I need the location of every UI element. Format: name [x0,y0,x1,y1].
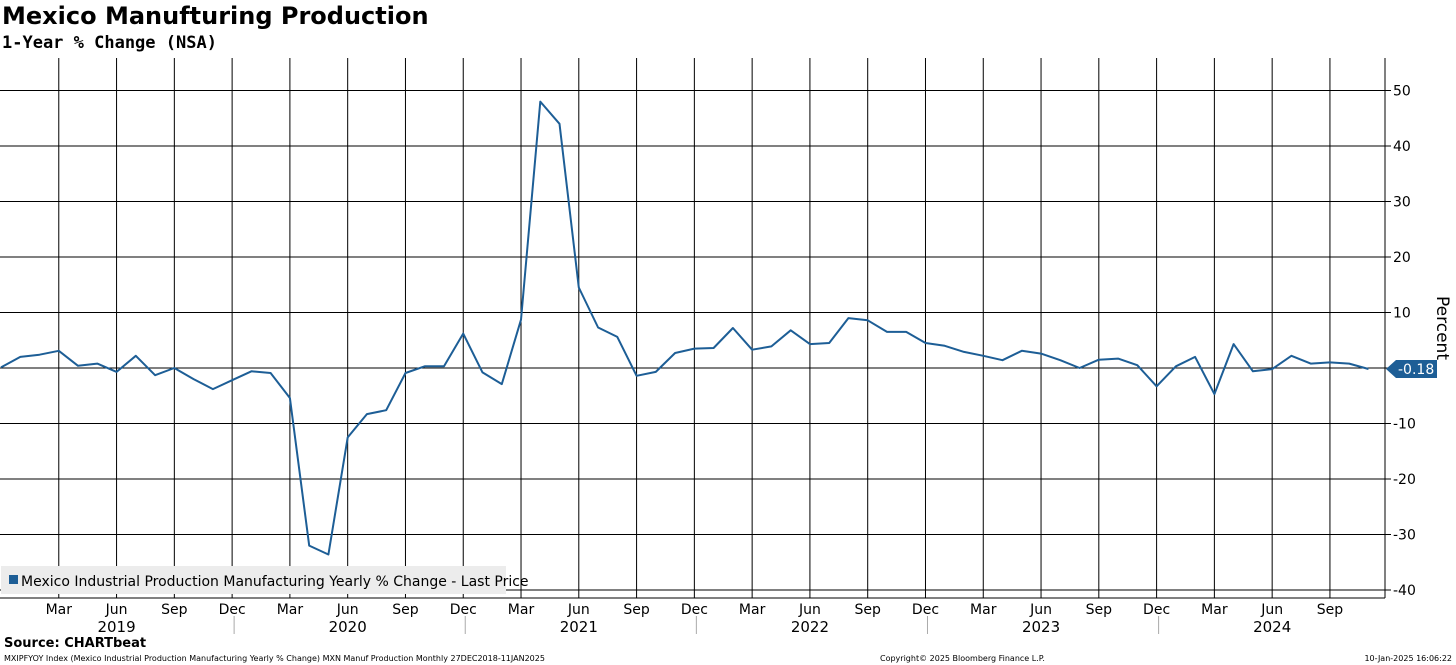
x-tick-label: Sep [392,602,419,618]
x-year-label: 2023 [1022,618,1060,636]
legend-box [1,566,506,594]
last-value-badge [1386,359,1437,378]
copyright: Copyright© 2025 Bloomberg Finance L.P. [880,654,1045,663]
x-year-label: 2022 [791,618,829,636]
x-tick-label: Sep [1317,602,1344,618]
timestamp: 10-Jan-2025 16:06:22 [1364,654,1452,663]
y-tick-label: -10 [1393,417,1416,433]
x-tick-label: Sep [161,602,188,618]
x-year-label: 2021 [560,618,598,636]
x-tick-label: Mar [277,602,304,618]
x-tick-label: Mar [46,602,73,618]
series-line [0,100,1369,556]
chart-subtitle: 1-Year % Change (NSA) [2,33,217,53]
x-tick-label: Mar [739,602,766,618]
y-tick-label: -20 [1393,472,1416,488]
y-tick-label: 10 [1393,306,1411,322]
x-year-label: 2019 [97,618,135,636]
y-tick-label: 20 [1393,250,1411,266]
y-tick-label: 30 [1393,195,1411,211]
legend-swatch [9,575,18,584]
x-year-label: 2024 [1253,618,1291,636]
x-tick-label: Dec [450,602,477,618]
x-tick-label: Dec [912,602,939,618]
x-tick-label: Mar [970,602,997,618]
y-tick-label: -40 [1393,583,1416,599]
x-tick-label: Mar [1201,602,1228,618]
x-tick-label: Dec [219,602,246,618]
x-tick-label: Dec [1143,602,1170,618]
y-tick-label: -30 [1393,528,1416,544]
chart-title: Mexico Manufturing Production [2,2,429,30]
x-tick-label: Jun [567,602,590,618]
y-tick-label: 50 [1393,84,1411,100]
x-tick-label: Sep [623,602,650,618]
legend-label: Mexico Industrial Production Manufacturi… [21,574,529,590]
x-tick-label: Mar [508,602,535,618]
x-tick-label: Jun [798,602,821,618]
x-tick-label: Jun [105,602,128,618]
index-info: MXIPFYOY Index (Mexico Industrial Produc… [4,654,545,663]
last-value-label: -0.18 [1398,362,1434,378]
x-tick-label: Sep [855,602,882,618]
x-tick-label: Dec [681,602,708,618]
x-tick-label: Jun [1029,602,1052,618]
x-tick-label: Sep [1086,602,1113,618]
y-axis-label: Percent [1432,296,1452,360]
source-label: Source: CHARTbeat [4,636,147,651]
y-tick-label: 40 [1393,139,1411,155]
x-year-label: 2020 [329,618,367,636]
x-tick-label: Jun [1260,602,1283,618]
x-tick-label: Jun [336,602,359,618]
